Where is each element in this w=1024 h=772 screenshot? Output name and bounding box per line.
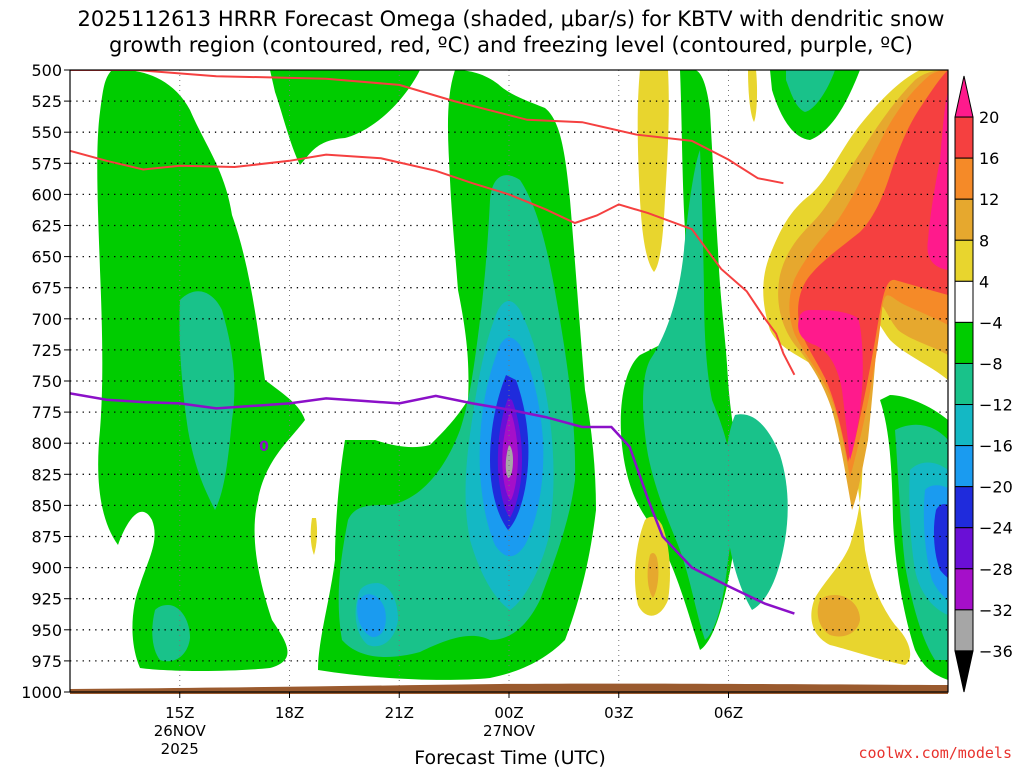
x-tick-label: 06Z xyxy=(714,704,743,722)
y-tick-label: 625 xyxy=(31,217,62,236)
colorbar-swatch xyxy=(954,362,974,406)
x-tick-label: 18Z xyxy=(275,704,304,722)
omega-fill-teal-right-center xyxy=(643,150,734,640)
colorbar-label: 16 xyxy=(979,149,999,168)
omega-fill-teal-right-blob xyxy=(724,414,788,610)
y-tick-label: 550 xyxy=(31,123,62,142)
colorbar-swatch xyxy=(954,75,974,118)
x-tick-year: 2025 xyxy=(161,740,199,758)
colorbar-label: −4 xyxy=(979,313,1003,332)
colorbar-label: −16 xyxy=(979,437,1013,456)
y-axis: 500 525 550 575 600 625 650 675 700 725 750 775 800 8… xyxy=(21,61,70,702)
y-tick-label: 900 xyxy=(31,559,62,578)
colorbar-swatch xyxy=(954,527,974,570)
colorbar-swatch xyxy=(954,157,974,200)
chart-title-line1: 2025112613 HRRR Forecast Omega (shaded, … xyxy=(78,7,945,31)
y-tick-label: 500 xyxy=(31,61,62,80)
omega-fill-teal-top-right xyxy=(786,70,835,112)
colorbar-swatch xyxy=(954,321,974,364)
colorbar-label: −8 xyxy=(979,354,1003,373)
y-tick-label: 975 xyxy=(31,652,62,671)
omega-fill-yellow-small-b xyxy=(310,518,318,555)
colorbar-swatch xyxy=(954,116,974,159)
source-credit: coolwx.com/models xyxy=(858,744,1012,762)
colorbar-label: 4 xyxy=(979,272,989,291)
y-tick-label: 575 xyxy=(31,154,62,173)
colorbar-swatch xyxy=(954,568,974,611)
ground-terrain xyxy=(70,683,948,694)
omega-fill-gold-lower xyxy=(817,595,860,637)
colorbar-swatch xyxy=(954,609,974,652)
x-axis-label: Forecast Time (UTC) xyxy=(414,747,605,768)
x-tick-label: 03Z xyxy=(604,704,633,722)
colorbar-label: −24 xyxy=(979,519,1013,538)
omega-fill-gray-center xyxy=(505,445,513,478)
colorbar-swatch xyxy=(954,239,974,282)
colorbar-label: −28 xyxy=(979,560,1013,579)
omega-fill-teal-left-column xyxy=(179,291,235,510)
colorbar-swatch xyxy=(954,280,974,323)
x-tick-label: 21Z xyxy=(385,704,414,722)
x-tick-date: 26NOV xyxy=(154,722,207,740)
omega-fill-darkblue-right xyxy=(933,504,948,578)
colorbar-swatch xyxy=(954,486,974,529)
dgz-bottom-contour xyxy=(70,149,796,376)
dgz-top-contour xyxy=(70,70,784,185)
colorbar-label: 8 xyxy=(979,231,989,250)
y-tick-label: 775 xyxy=(31,403,62,422)
freezing-level-contour xyxy=(70,392,795,615)
colorbar: 20 16 12 8 4 −4 −8 −12 −16 −20 −24 −28 −32 −36 xyxy=(954,75,1013,693)
omega-fill-teal-lower-left xyxy=(152,605,190,662)
omega-fill-blue-lower xyxy=(357,594,386,638)
y-tick-label: 875 xyxy=(31,528,62,547)
chart-title-line2: growth region (contoured, red, ºC) and f… xyxy=(109,33,913,57)
omega-fill-yellow-small-a xyxy=(748,70,758,122)
omega-fill-pink-center-right xyxy=(798,310,863,460)
x-tick-date: 27NOV xyxy=(483,722,536,740)
colorbar-swatch xyxy=(954,445,974,488)
y-tick-label: 1000 xyxy=(21,683,62,702)
omega-fill-green-top-right-blob xyxy=(270,70,420,165)
colorbar-label: −32 xyxy=(979,601,1013,620)
colorbar-label: 12 xyxy=(979,190,999,209)
colorbar-label: 20 xyxy=(979,108,999,127)
y-tick-label: 825 xyxy=(31,465,62,484)
colorbar-label: −36 xyxy=(979,642,1013,661)
y-tick-label: 525 xyxy=(31,92,62,111)
colorbar-swatch xyxy=(954,404,974,447)
omega-fill-gold-small xyxy=(647,553,659,598)
colorbar-swatch xyxy=(954,198,974,241)
freezing-level-label: 0 xyxy=(259,439,269,455)
omega-shaded-field xyxy=(97,70,948,680)
y-tick-label: 850 xyxy=(31,496,62,515)
y-tick-label: 950 xyxy=(31,621,62,640)
x-tick-label: 15Z xyxy=(165,704,194,722)
omega-fill-pink-right xyxy=(927,90,948,270)
y-tick-label: 700 xyxy=(31,310,62,329)
x-tick-label: 00Z xyxy=(494,704,523,722)
y-tick-label: 800 xyxy=(31,434,62,453)
colorbar-swatch xyxy=(954,650,974,693)
y-tick-label: 650 xyxy=(31,248,62,267)
colorbar-label: −12 xyxy=(979,396,1013,415)
omega-fill-yellow-top xyxy=(637,70,669,272)
y-tick-label: 675 xyxy=(31,279,62,298)
y-tick-label: 725 xyxy=(31,341,62,360)
gridlines xyxy=(70,70,948,692)
y-tick-label: 750 xyxy=(31,372,62,391)
y-tick-label: 600 xyxy=(31,185,62,204)
colorbar-label: −20 xyxy=(979,478,1013,497)
y-tick-label: 925 xyxy=(31,590,62,609)
